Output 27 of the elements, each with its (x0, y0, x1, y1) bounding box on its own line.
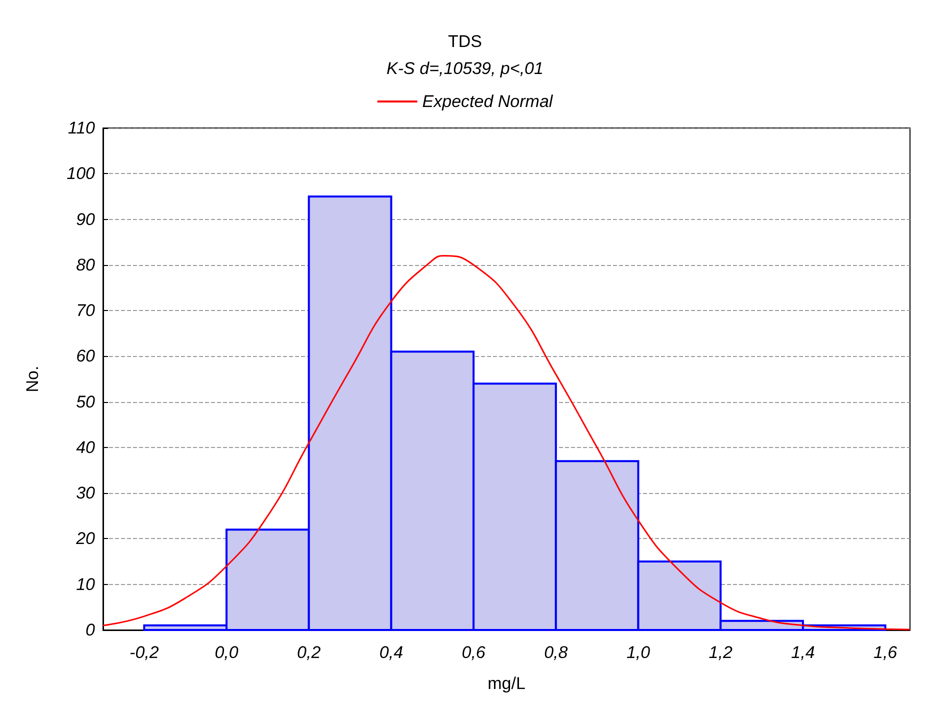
y-tick-label: 70 (76, 301, 96, 320)
y-tick-label: 20 (75, 529, 96, 548)
x-tick-label: 0,0 (214, 643, 239, 662)
y-tick-label: 100 (66, 164, 96, 184)
x-tick-label: 1,2 (708, 643, 733, 662)
y-tick-label: 30 (76, 484, 96, 503)
y-tick-label: 110 (68, 118, 96, 138)
legend-label: Expected Normal (422, 92, 554, 111)
y-tick-label: 40 (76, 438, 96, 457)
y-tick-label: 10 (76, 574, 96, 594)
x-tick-label: 0,8 (544, 643, 568, 662)
chart-subtitle: K-S d=,10539, p<,01 (386, 59, 544, 78)
y-tick-label: 90 (76, 210, 96, 229)
x-tick-label: 1,6 (873, 643, 898, 662)
y-tick-label: 50 (76, 392, 96, 412)
y-axis-title: No. (23, 366, 42, 392)
x-axis-title: mg/L (488, 674, 526, 693)
x-tick-label: 1,4 (791, 643, 815, 662)
x-tick-label: 0,2 (297, 643, 322, 662)
x-tick-label: 1,0 (626, 643, 651, 662)
x-tick-label: 0,4 (379, 643, 404, 662)
y-tick-label: 60 (76, 346, 96, 366)
y-tick-label: 0 (86, 620, 96, 640)
x-tick-label: 0,6 (462, 643, 486, 662)
y-tick-label: 80 (76, 255, 96, 274)
chart-title: TDS (448, 32, 482, 51)
x-tick-label: -0,2 (130, 643, 160, 662)
